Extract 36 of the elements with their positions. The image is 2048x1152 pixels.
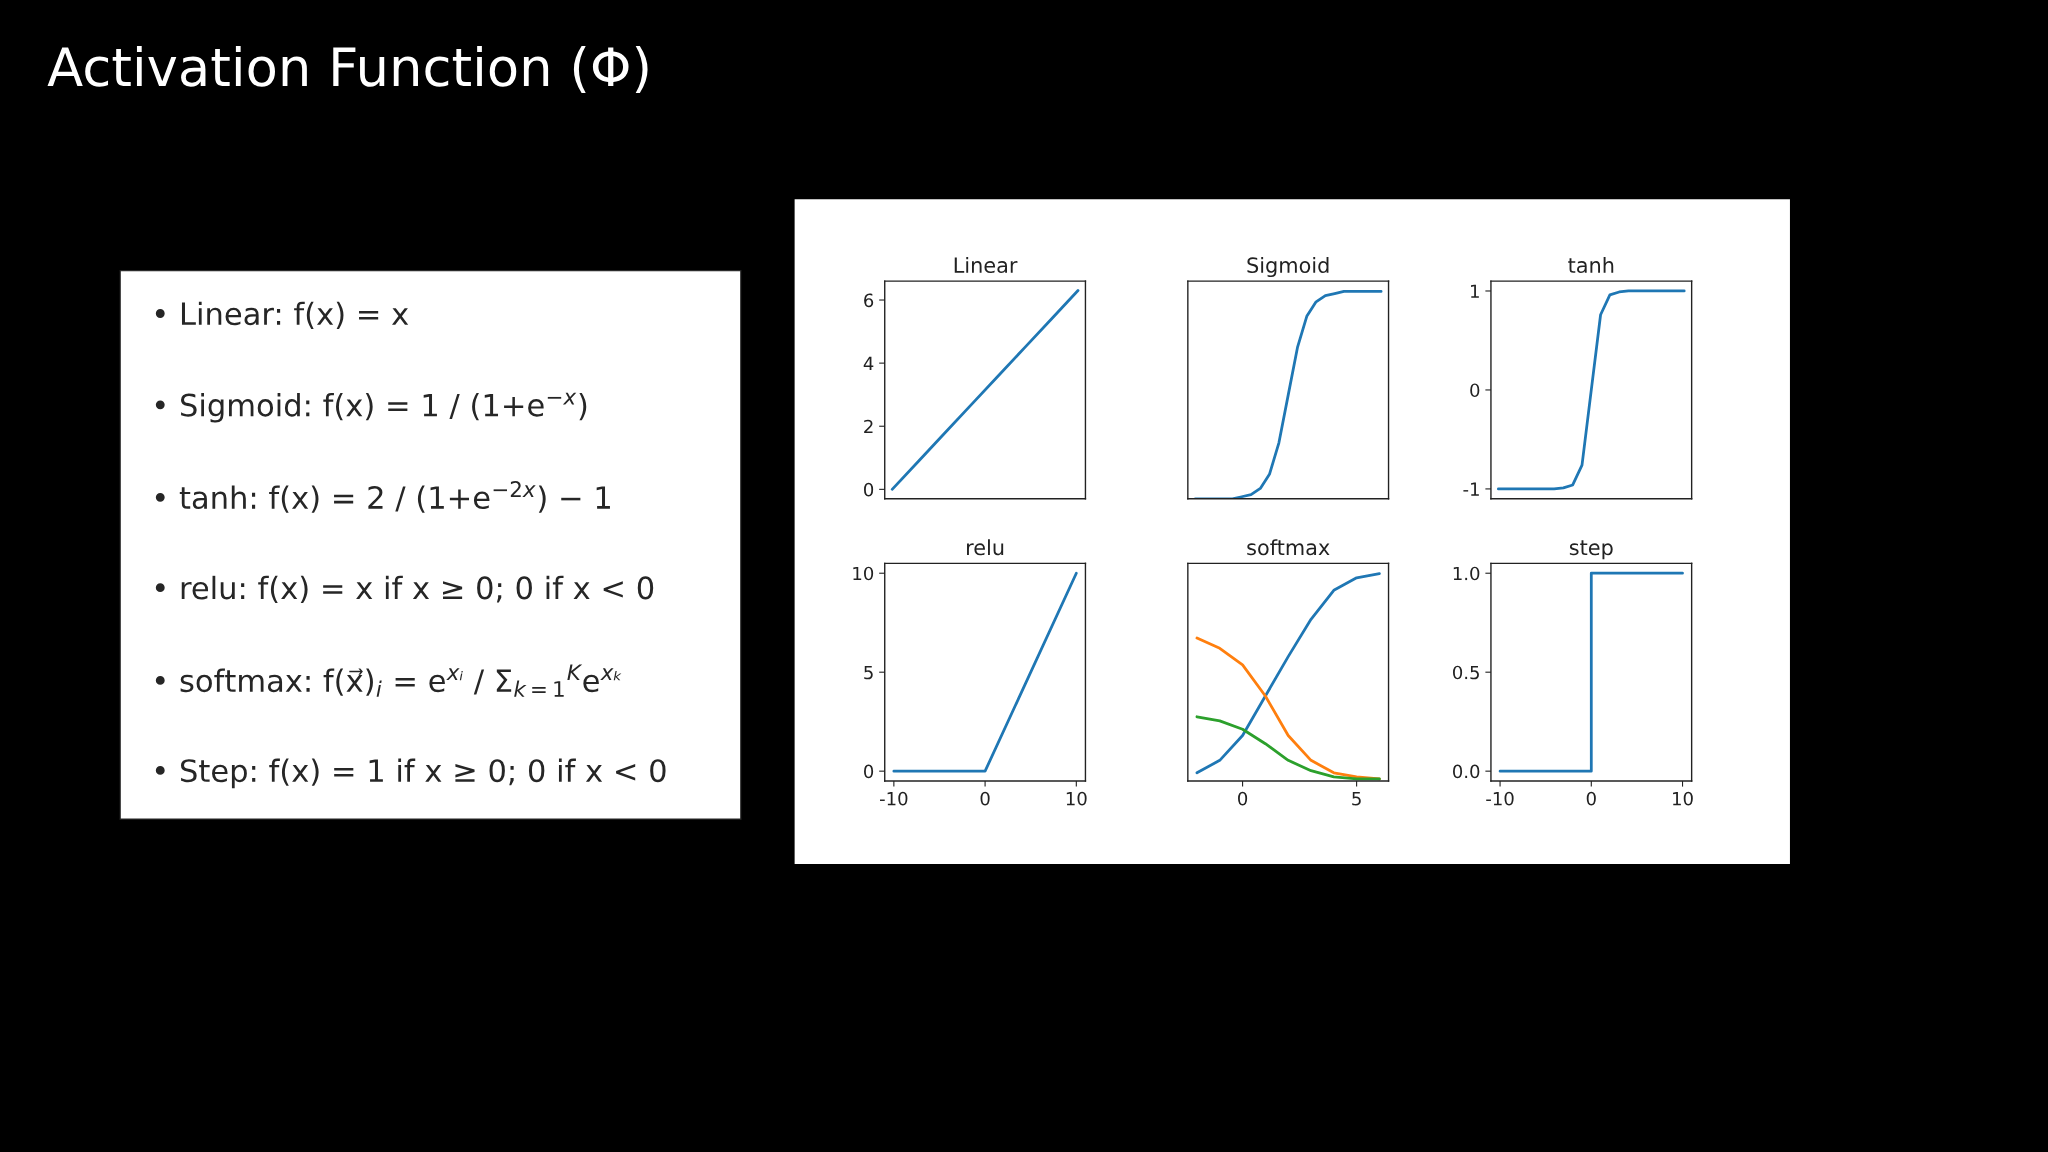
text: • Sigmoid: f(x) = 1 / (1+e$^{−x}$) [155, 392, 587, 423]
x-tick-label: 0 [1238, 791, 1248, 806]
text: • softmax: f(x⃗)$_{i}$ = e$^{xᵢ}$ / Σ$_{k=1}$$^{K}$e$^{xₖ}$ [155, 664, 622, 697]
text: • tanh: f(x) = 2 / (1+e$^{−2x}$) − 1 [155, 481, 610, 513]
y-tick-label: 5 [864, 665, 873, 680]
y-tick-label: 0.0 [1453, 764, 1480, 779]
y-tick-label: 4 [863, 356, 874, 370]
line-series [1496, 289, 1686, 491]
x-tick-label: 0 [1586, 791, 1596, 806]
y-tick-label: 0 [1470, 383, 1480, 398]
chart-title: Linear [954, 256, 1018, 274]
x-tick-label: 5 [1352, 792, 1361, 806]
x-tick-label: 0 [980, 791, 990, 806]
x-tick-label: 10 [1066, 791, 1087, 806]
y-tick-label: 10 [853, 566, 874, 581]
y-tick-label: -1 [1463, 482, 1479, 496]
text: • relu: f(x) = x if x ≥ 0; 0 if x < 0 [155, 575, 654, 604]
y-tick-label: 0.5 [1453, 665, 1479, 680]
y-tick-label: 1 [1471, 284, 1479, 298]
chart-title: tanh [1568, 256, 1614, 274]
chart-title: relu [967, 539, 1004, 556]
line-series [890, 289, 1080, 491]
x-tick-label: -10 [880, 791, 908, 806]
y-tick-label: 0 [864, 764, 874, 779]
y-tick-label: 2 [864, 419, 873, 434]
text: • Step: f(x) = 1 if x ≥ 0; 0 if x < 0 [155, 758, 666, 789]
x-tick-label: 10 [1673, 791, 1693, 806]
chart-title: step [1569, 540, 1613, 560]
text: • Linear: f(x) = x [155, 301, 409, 329]
chart-title: Sigmoid [1247, 256, 1329, 278]
text: Activation Function (Φ) [47, 45, 648, 93]
y-tick-label: 6 [864, 293, 874, 308]
y-tick-label: 0 [864, 482, 874, 497]
y-tick-label: 1.0 [1453, 566, 1480, 581]
x-tick-label: -10 [1486, 791, 1514, 806]
chart-title: softmax [1247, 539, 1330, 556]
